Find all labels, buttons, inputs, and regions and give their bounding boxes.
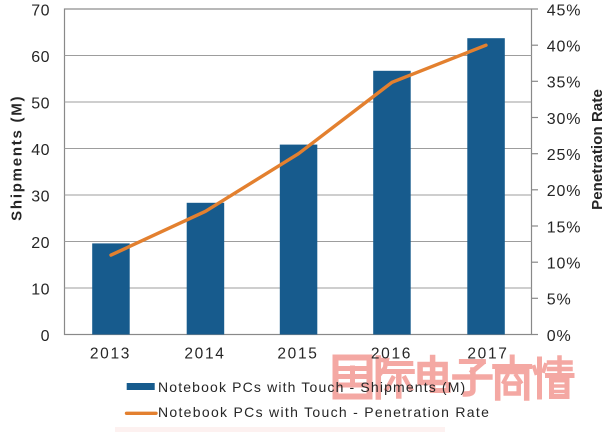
svg-text:50: 50 bbox=[31, 95, 50, 112]
svg-text:2017: 2017 bbox=[467, 346, 508, 363]
svg-text:10: 10 bbox=[31, 281, 50, 298]
svg-text:0%: 0% bbox=[547, 328, 572, 345]
svg-text:15%: 15% bbox=[547, 219, 581, 236]
svg-text:Shipments (M): Shipments (M) bbox=[9, 95, 26, 221]
svg-text:30%: 30% bbox=[547, 111, 581, 128]
svg-text:10%: 10% bbox=[547, 256, 581, 273]
svg-text:20%: 20% bbox=[547, 183, 581, 200]
svg-text:Notebook PCs with Touch - Ship: Notebook PCs with Touch - Shipments (M) bbox=[158, 379, 466, 395]
svg-text:60: 60 bbox=[31, 49, 50, 66]
svg-text:0: 0 bbox=[41, 328, 50, 345]
svg-text:40: 40 bbox=[31, 142, 50, 159]
svg-text:25%: 25% bbox=[547, 147, 581, 164]
svg-text:2016: 2016 bbox=[371, 346, 412, 363]
svg-text:5%: 5% bbox=[547, 292, 572, 309]
svg-text:30: 30 bbox=[31, 188, 50, 205]
svg-text:35%: 35% bbox=[547, 75, 581, 92]
svg-text:20: 20 bbox=[31, 235, 50, 252]
svg-text:70: 70 bbox=[31, 2, 50, 19]
svg-text:45%: 45% bbox=[547, 2, 581, 19]
svg-text:2014: 2014 bbox=[184, 346, 225, 363]
svg-text:Penetration Rate: Penetration Rate bbox=[589, 89, 605, 210]
svg-text:2013: 2013 bbox=[90, 346, 131, 363]
svg-text:Notebook PCs with Touch - Pene: Notebook PCs with Touch - Penetration Ra… bbox=[158, 404, 490, 420]
svg-text:40%: 40% bbox=[547, 39, 581, 56]
svg-text:2015: 2015 bbox=[277, 346, 318, 363]
